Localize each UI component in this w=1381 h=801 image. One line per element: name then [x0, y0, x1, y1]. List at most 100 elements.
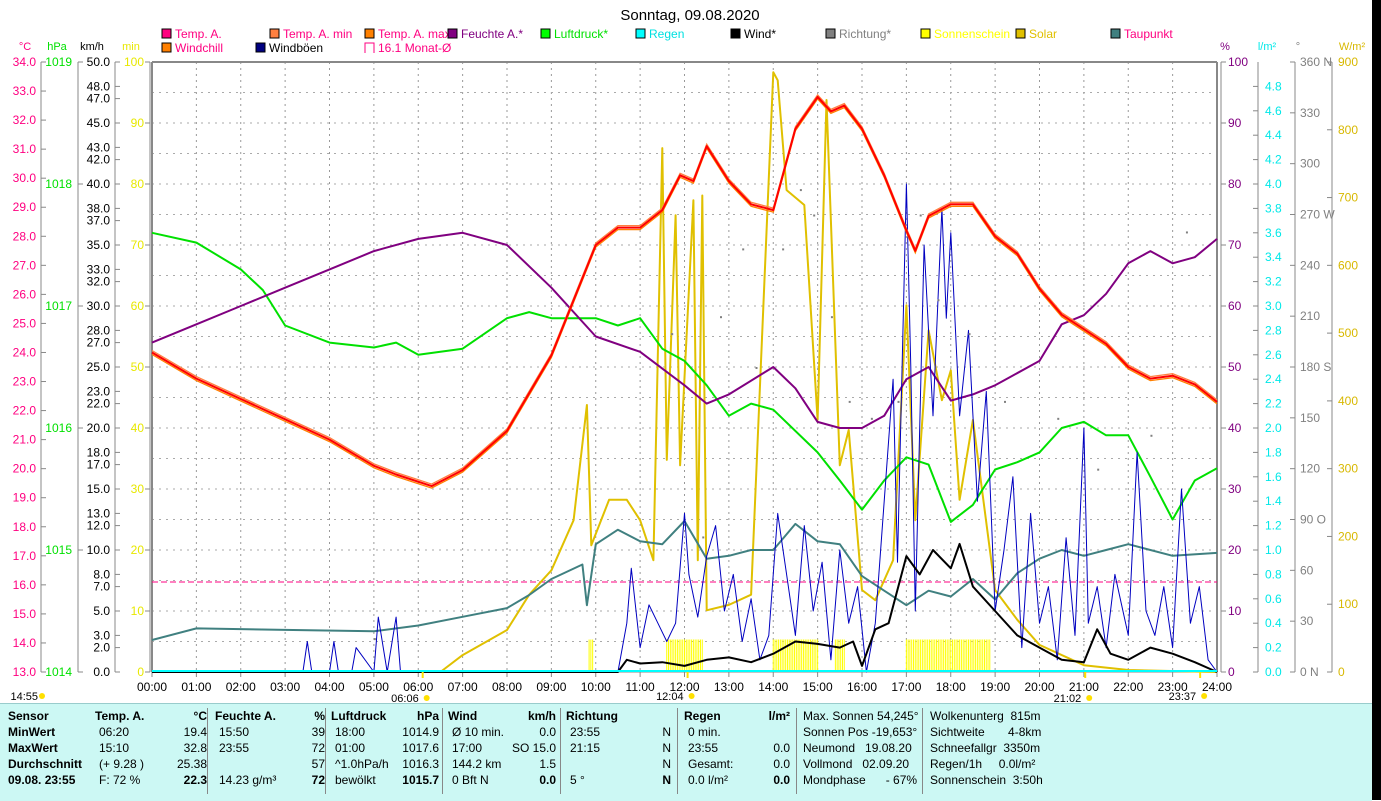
- wind-tick-label: 15.0: [87, 482, 111, 496]
- rain-tick-label: 1.8: [1265, 445, 1282, 459]
- direction-dot: [1004, 400, 1006, 403]
- solar-tick-label: 200: [1338, 529, 1358, 543]
- solar-tick-label: 600: [1338, 258, 1358, 272]
- pressure-row-value: 1017.6: [402, 741, 439, 755]
- legend-swatch: [161, 42, 172, 53]
- direction-dot: [813, 214, 816, 217]
- solar-tick-label: 700: [1338, 191, 1358, 205]
- wind-tick-label: 18.0: [87, 445, 111, 459]
- pressure-tick-label: 1016: [45, 421, 72, 435]
- temp-tick-label: 31.0: [13, 142, 37, 156]
- humidity-row-value: 72: [311, 741, 325, 755]
- legend-swatch: [447, 28, 458, 39]
- humidity-tick-label: 90: [1228, 116, 1242, 130]
- pressure-row-value: 1014.9: [402, 725, 439, 739]
- direction-row-value: N: [662, 757, 671, 771]
- sun-icon: [423, 695, 430, 701]
- pressure-row: bewölkt 1015.7: [331, 772, 439, 788]
- wind-tick-label: 0.0: [93, 665, 110, 679]
- legend-swatch: [920, 28, 931, 39]
- temp-row: F: 72 % 22.3: [95, 772, 207, 788]
- direction-header: Richtung: [566, 708, 671, 724]
- wind-tick-label: 10.0: [87, 543, 111, 557]
- pressure-row-value: 1016.3: [402, 757, 439, 771]
- solar-tick-label: 100: [1338, 597, 1358, 611]
- column-separator: [560, 708, 561, 794]
- wind-line: [152, 542, 1218, 673]
- sensor-row-label: MinWert: [8, 725, 56, 739]
- direction-dot: [1057, 417, 1060, 420]
- legend-swatch: [269, 28, 280, 39]
- legend-item: Solar: [1029, 27, 1057, 41]
- rain-tick-label: 3.6: [1265, 226, 1282, 240]
- legend-item: Temp. A. max: [378, 27, 451, 41]
- rain-tick-label: 1.2: [1265, 519, 1282, 533]
- temp-tick-label: 33.0: [13, 84, 37, 98]
- direction-dot: [782, 248, 785, 251]
- humidity-tick-label: 40: [1228, 421, 1242, 435]
- rain-header-unit: l/m²: [768, 709, 790, 723]
- pressure-axis-unit: hPa: [47, 41, 67, 53]
- temp-tick-label: 23.0: [13, 375, 37, 389]
- humidity-tick-label: 20: [1228, 543, 1242, 557]
- direction-dot: [1185, 231, 1188, 234]
- astro-row: Sonnen Pos -19,653°: [803, 725, 918, 739]
- wind-axis-unit: km/h: [80, 41, 104, 53]
- pressure-header-unit: hPa: [416, 709, 439, 723]
- direction-row: 21:15 N: [566, 740, 671, 756]
- humidity-row: 23:55 72: [215, 740, 325, 756]
- wind-tick-label: 50.0: [87, 55, 111, 69]
- minutes-tick-label: 100: [124, 55, 144, 69]
- direction-row: 23:55 N: [566, 724, 671, 740]
- minutes-tick-label: 30: [131, 482, 145, 496]
- temp-row-label: 06:20: [99, 725, 130, 739]
- column-separator: [922, 708, 923, 794]
- direction-tick-label: 300: [1300, 157, 1320, 171]
- rain-tick-label: 3.8: [1265, 201, 1282, 215]
- pressure-row: 18:00 1014.9: [331, 724, 439, 740]
- legend-swatch: [730, 28, 741, 39]
- astro-row: Neumond 19.08.20: [803, 741, 912, 755]
- wind-row: 17:00 SO 15.0: [448, 740, 556, 756]
- wind-header: Wind km/h: [448, 708, 556, 724]
- direction-dot: [702, 536, 705, 539]
- rain-tick-label: 4.6: [1265, 104, 1282, 118]
- sun-time-marker: 12:04: [656, 691, 684, 703]
- sun-icon: [1086, 695, 1093, 701]
- temp-axis-unit: °C: [19, 41, 31, 53]
- wind-tick-label: 27.0: [87, 336, 111, 350]
- wind-tick-label: 28.0: [87, 323, 111, 337]
- direction-row: N: [566, 756, 671, 772]
- temp-row: (+ 9.28 ) 25.38: [95, 756, 207, 772]
- rain-tick-label: 2.6: [1265, 348, 1282, 362]
- rain-row-value: 0.0: [773, 773, 790, 787]
- humidity-row-label: 14.23 g/m³: [219, 773, 277, 787]
- direction-tick-label: 0 N: [1300, 665, 1319, 679]
- x-tick-label: 16:00: [847, 680, 877, 694]
- wind-tick-label: 30.0: [87, 299, 111, 313]
- wind-row-label: 144.2 km: [452, 757, 502, 771]
- wind-tick-label: 8.0: [93, 567, 110, 581]
- rain-tick-label: 2.0: [1265, 421, 1282, 435]
- wind-tick-label: 42.0: [87, 153, 111, 167]
- solar-tick-label: 500: [1338, 326, 1358, 340]
- rain-tick-label: 3.4: [1265, 250, 1282, 264]
- direction-tick-label: 240: [1300, 258, 1320, 272]
- humidity-column: Feuchte A.% 15:50 39 23:55 72 57 14.23 g/m³ 72: [215, 708, 325, 788]
- x-tick-label: 10:00: [581, 680, 611, 694]
- feuchte-a-line: [151, 231, 1218, 429]
- wind-row-value: 0.0: [539, 773, 556, 787]
- sun-time-marker: 21:02: [1054, 693, 1082, 703]
- humidity-tick-label: 60: [1228, 299, 1242, 313]
- legend-item: Taupunkt: [1124, 27, 1173, 41]
- legend-item: Regen: [649, 27, 684, 41]
- humidity-row-value: 39: [311, 725, 325, 739]
- direction-tick-label: 120: [1300, 462, 1320, 476]
- temp-row-label: F: 72 %: [99, 773, 141, 787]
- weather-row: Sonnenschein 3:50h: [930, 773, 1043, 787]
- minutes-tick-label: 0: [137, 665, 144, 679]
- wind-tick-label: 37.0: [87, 214, 111, 228]
- x-tick-label: 24:00: [1202, 680, 1232, 694]
- pressure-tick-label: 1018: [45, 177, 72, 191]
- rain-row: 0.0 l/m² 0.0: [684, 772, 790, 788]
